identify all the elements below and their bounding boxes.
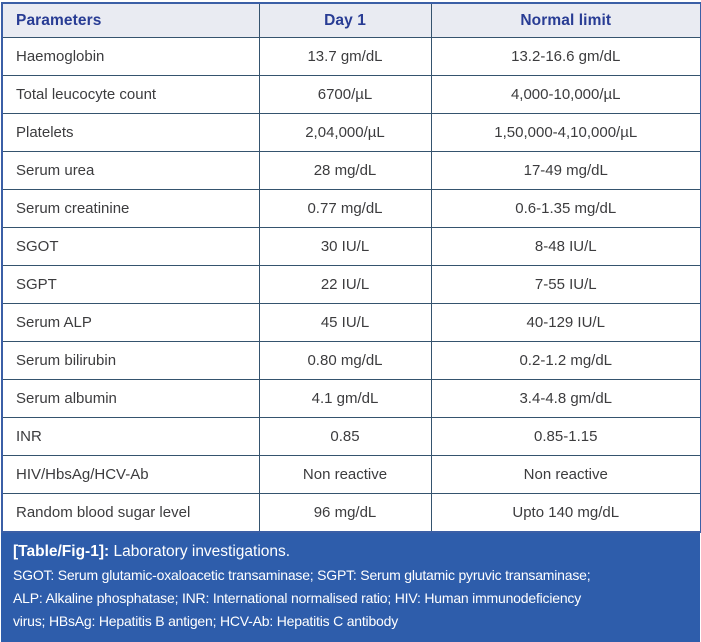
caption-title-line: [Table/Fig-1]: Laboratory investigations… bbox=[13, 540, 688, 564]
abbreviations-line-3: virus; HBsAg: Hepatitis B antigen; HCV-A… bbox=[13, 613, 399, 629]
parameter-cell: Platelets bbox=[1, 113, 260, 152]
lab-table-body: Haemoglobin 13.7 gm/dL 13.2-16.6 gm/dL T… bbox=[1, 37, 701, 533]
normal-limit-cell: 7-55 IU/L bbox=[430, 265, 701, 304]
table-row: INR 0.85 0.85-1.15 bbox=[1, 417, 701, 456]
day1-value-cell: 22 IU/L bbox=[258, 265, 432, 304]
column-header-normal-limit: Normal limit bbox=[430, 2, 701, 38]
table-row: Serum albumin 4.1 gm/dL 3.4-4.8 gm/dL bbox=[1, 379, 701, 418]
lab-investigations-table: Parameters Day 1 Normal limit Haemoglobi… bbox=[1, 2, 701, 533]
normal-limit-cell: 0.2-1.2 mg/dL bbox=[430, 341, 701, 380]
parameter-cell: Serum albumin bbox=[1, 379, 260, 418]
parameter-cell: Random blood sugar level bbox=[1, 493, 260, 533]
normal-limit-cell: Upto 140 mg/dL bbox=[430, 493, 701, 533]
figure-caption: [Table/Fig-1]: Laboratory investigations… bbox=[1, 533, 700, 642]
day1-value-cell: 4.1 gm/dL bbox=[258, 379, 432, 418]
parameter-cell: SGOT bbox=[1, 227, 260, 266]
table-row: Serum creatinine 0.77 mg/dL 0.6-1.35 mg/… bbox=[1, 189, 701, 228]
table-row: Random blood sugar level 96 mg/dL Upto 1… bbox=[1, 493, 701, 533]
normal-limit-cell: 17-49 mg/dL bbox=[430, 151, 701, 190]
day1-value-cell: 96 mg/dL bbox=[258, 493, 432, 533]
day1-value-cell: 0.85 bbox=[258, 417, 432, 456]
table-row: Haemoglobin 13.7 gm/dL 13.2-16.6 gm/dL bbox=[1, 37, 701, 76]
normal-limit-cell: 0.85-1.15 bbox=[430, 417, 701, 456]
parameter-cell: HIV/HbsAg/HCV-Ab bbox=[1, 455, 260, 494]
caption-title: Laboratory investigations. bbox=[109, 543, 291, 560]
parameter-cell: Serum creatinine bbox=[1, 189, 260, 228]
abbreviations-line-1: SGOT: Serum glutamic-oxaloacetic transam… bbox=[13, 567, 591, 583]
table-header-row: Parameters Day 1 Normal limit bbox=[1, 2, 701, 38]
day1-value-cell: 0.80 mg/dL bbox=[258, 341, 432, 380]
figure-label: [Table/Fig-1]: bbox=[13, 543, 110, 560]
table-row: Serum ALP 45 IU/L 40-129 IU/L bbox=[1, 303, 701, 342]
column-header-day1: Day 1 bbox=[258, 2, 432, 38]
normal-limit-cell: 4,000-10,000/µL bbox=[430, 75, 701, 114]
table-row: HIV/HbsAg/HCV-Ab Non reactive Non reacti… bbox=[1, 455, 701, 494]
parameter-cell: SGPT bbox=[1, 265, 260, 304]
table-row: SGOT 30 IU/L 8-48 IU/L bbox=[1, 227, 701, 266]
day1-value-cell: 6700/µL bbox=[258, 75, 432, 114]
table-row: Serum urea 28 mg/dL 17-49 mg/dL bbox=[1, 151, 701, 190]
day1-value-cell: Non reactive bbox=[258, 455, 432, 494]
normal-limit-cell: 40-129 IU/L bbox=[430, 303, 701, 342]
abbreviations-line-2: ALP: Alkaline phosphatase; INR: Internat… bbox=[13, 590, 582, 606]
normal-limit-cell: 1,50,000-4,10,000/µL bbox=[430, 113, 701, 152]
parameter-cell: INR bbox=[1, 417, 260, 456]
column-header-parameters: Parameters bbox=[1, 2, 260, 38]
day1-value-cell: 30 IU/L bbox=[258, 227, 432, 266]
parameter-cell: Serum urea bbox=[1, 151, 260, 190]
day1-value-cell: 45 IU/L bbox=[258, 303, 432, 342]
parameter-cell: Serum bilirubin bbox=[1, 341, 260, 380]
normal-limit-cell: 13.2-16.6 gm/dL bbox=[430, 37, 701, 76]
normal-limit-cell: 8-48 IU/L bbox=[430, 227, 701, 266]
normal-limit-cell: Non reactive bbox=[430, 455, 701, 494]
parameter-cell: Total leucocyte count bbox=[1, 75, 260, 114]
normal-limit-cell: 3.4-4.8 gm/dL bbox=[430, 379, 701, 418]
normal-limit-cell: 0.6-1.35 mg/dL bbox=[430, 189, 701, 228]
day1-value-cell: 28 mg/dL bbox=[258, 151, 432, 190]
day1-value-cell: 13.7 gm/dL bbox=[258, 37, 432, 76]
day1-value-cell: 0.77 mg/dL bbox=[258, 189, 432, 228]
table-row: SGPT 22 IU/L 7-55 IU/L bbox=[1, 265, 701, 304]
day1-value-cell: 2,04,000/µL bbox=[258, 113, 432, 152]
parameter-cell: Haemoglobin bbox=[1, 37, 260, 76]
parameter-cell: Serum ALP bbox=[1, 303, 260, 342]
table-row: Platelets 2,04,000/µL 1,50,000-4,10,000/… bbox=[1, 113, 701, 152]
table-row: Total leucocyte count 6700/µL 4,000-10,0… bbox=[1, 75, 701, 114]
table-row: Serum bilirubin 0.80 mg/dL 0.2-1.2 mg/dL bbox=[1, 341, 701, 380]
